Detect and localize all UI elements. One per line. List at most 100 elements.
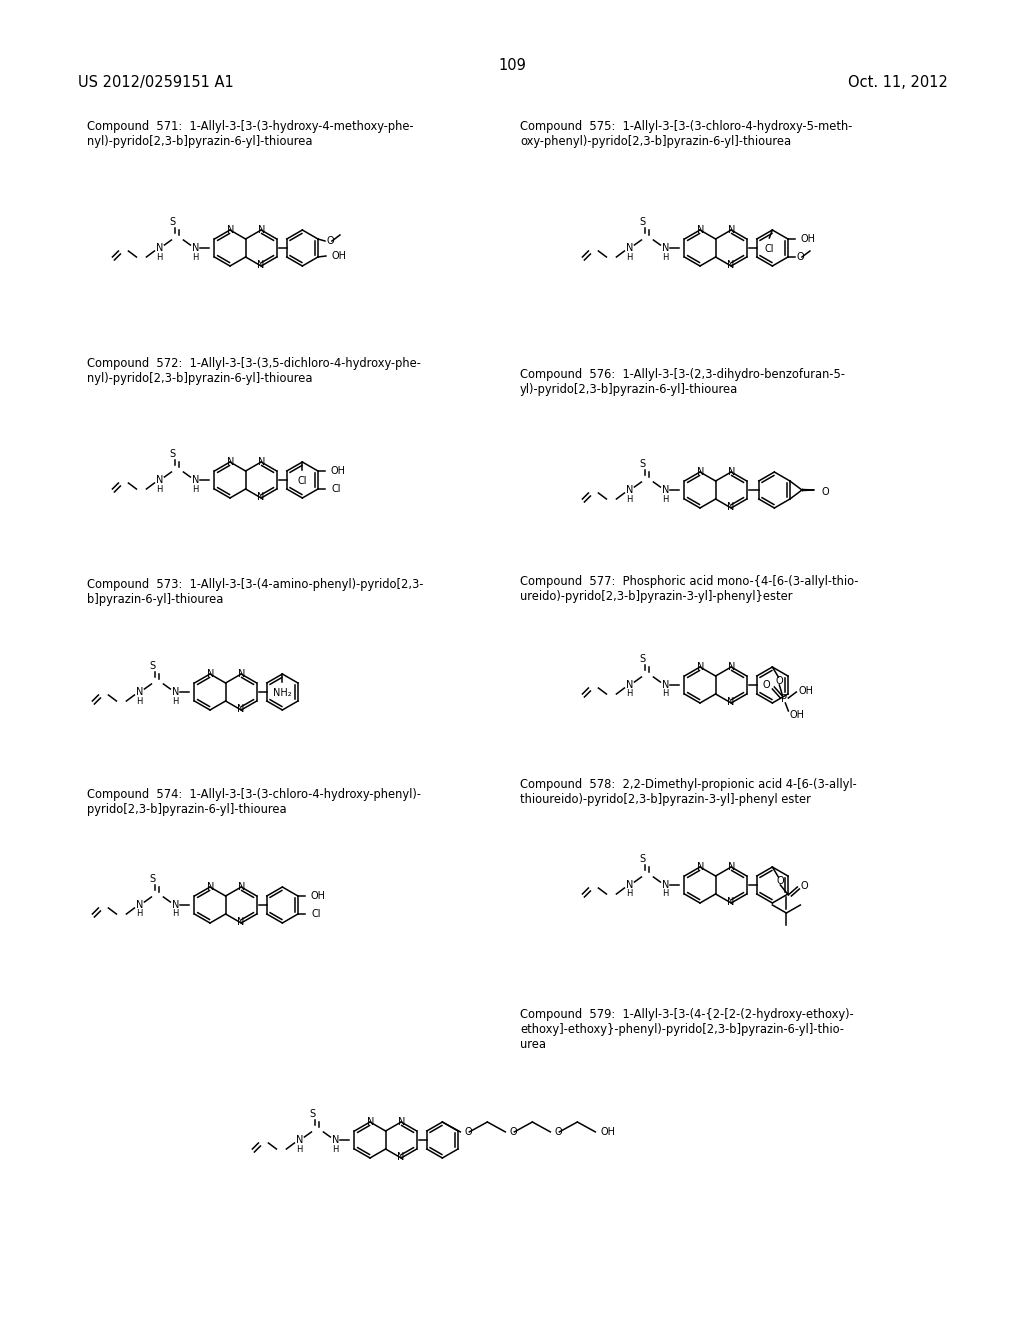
Text: OH: OH [799, 686, 813, 696]
Text: H: H [663, 252, 669, 261]
Text: Compound  573:  1-Allyl-3-[3-(4-amino-phenyl)-pyrido[2,3-
b]pyrazin-6-yl]-thiour: Compound 573: 1-Allyl-3-[3-(4-amino-phen… [87, 578, 424, 606]
Text: N: N [191, 243, 199, 253]
Text: N: N [626, 880, 633, 890]
Text: O: O [327, 236, 335, 246]
Text: S: S [639, 459, 645, 469]
Text: N: N [728, 224, 736, 235]
Text: N: N [172, 900, 179, 909]
Text: H: H [296, 1144, 303, 1154]
Text: OH: OH [600, 1127, 615, 1137]
Text: H: H [627, 689, 633, 698]
Text: H: H [157, 252, 163, 261]
Text: H: H [332, 1144, 339, 1154]
Text: N: N [156, 475, 163, 484]
Text: N: N [258, 457, 266, 467]
Text: H: H [193, 484, 199, 494]
Text: N: N [697, 224, 705, 235]
Text: OH: OH [801, 234, 816, 244]
Text: OH: OH [790, 710, 805, 719]
Text: N: N [207, 882, 215, 892]
Text: N: N [238, 704, 245, 714]
Text: N: N [227, 457, 234, 467]
Text: Compound  574:  1-Allyl-3-[3-(3-chloro-4-hydroxy-phenyl)-
pyrido[2,3-b]pyrazin-6: Compound 574: 1-Allyl-3-[3-(3-chloro-4-h… [87, 788, 421, 816]
Text: N: N [727, 502, 735, 512]
Text: OH: OH [332, 251, 347, 261]
Text: N: N [227, 224, 234, 235]
Text: H: H [663, 689, 669, 698]
Text: Compound  576:  1-Allyl-3-[3-(2,3-dihydro-benzofuran-5-
yl)-pyrido[2,3-b]pyrazin: Compound 576: 1-Allyl-3-[3-(2,3-dihydro-… [520, 368, 845, 396]
Text: N: N [727, 898, 735, 907]
Text: NH₂: NH₂ [273, 688, 292, 698]
Text: O: O [464, 1127, 472, 1137]
Text: O: O [821, 487, 829, 498]
Text: N: N [398, 1117, 406, 1127]
Text: OH: OH [331, 466, 346, 477]
Text: N: N [296, 1135, 303, 1144]
Text: N: N [207, 669, 215, 678]
Text: Cl: Cl [298, 477, 307, 486]
Text: N: N [728, 862, 736, 873]
Text: Cl: Cl [765, 244, 774, 253]
Text: N: N [697, 467, 705, 477]
Text: Oct. 11, 2012: Oct. 11, 2012 [848, 75, 948, 90]
Text: O: O [775, 676, 783, 686]
Text: S: S [150, 874, 156, 884]
Text: H: H [663, 495, 669, 503]
Text: Cl: Cl [332, 484, 341, 494]
Text: N: N [238, 917, 245, 927]
Text: N: N [697, 862, 705, 873]
Text: N: N [239, 882, 246, 892]
Text: 109: 109 [498, 58, 526, 73]
Text: Compound  577:  Phosphoric acid mono-{4-[6-(3-allyl-thio-
ureido)-pyrido[2,3-b]p: Compound 577: Phosphoric acid mono-{4-[6… [520, 576, 858, 603]
Text: N: N [662, 484, 669, 495]
Text: N: N [239, 669, 246, 678]
Text: N: N [626, 484, 633, 495]
Text: H: H [136, 697, 142, 705]
Text: P: P [781, 694, 787, 704]
Text: H: H [157, 484, 163, 494]
Text: S: S [639, 216, 645, 227]
Text: O: O [554, 1127, 562, 1137]
Text: O: O [801, 880, 808, 891]
Text: H: H [172, 697, 178, 705]
Text: S: S [150, 661, 156, 671]
Text: OH: OH [311, 891, 326, 902]
Text: O: O [776, 876, 784, 886]
Text: N: N [257, 260, 265, 271]
Text: Cl: Cl [312, 909, 322, 919]
Text: N: N [257, 492, 265, 502]
Text: H: H [627, 495, 633, 503]
Text: N: N [191, 475, 199, 484]
Text: N: N [697, 663, 705, 672]
Text: N: N [727, 260, 735, 271]
Text: S: S [639, 854, 645, 865]
Text: N: N [626, 680, 633, 690]
Text: N: N [728, 663, 736, 672]
Text: O: O [763, 680, 770, 690]
Text: N: N [368, 1117, 375, 1127]
Text: N: N [662, 680, 669, 690]
Text: N: N [662, 880, 669, 890]
Text: Compound  571:  1-Allyl-3-[3-(3-hydroxy-4-methoxy-phe-
nyl)-pyrido[2,3-b]pyrazin: Compound 571: 1-Allyl-3-[3-(3-hydroxy-4-… [87, 120, 414, 148]
Text: H: H [663, 890, 669, 899]
Text: H: H [627, 252, 633, 261]
Text: Compound  572:  1-Allyl-3-[3-(3,5-dichloro-4-hydroxy-phe-
nyl)-pyrido[2,3-b]pyra: Compound 572: 1-Allyl-3-[3-(3,5-dichloro… [87, 356, 421, 385]
Text: US 2012/0259151 A1: US 2012/0259151 A1 [78, 75, 233, 90]
Text: N: N [727, 697, 735, 708]
Text: S: S [639, 653, 645, 664]
Text: O: O [509, 1127, 517, 1137]
Text: N: N [258, 224, 266, 235]
Text: N: N [172, 686, 179, 697]
Text: Compound  578:  2,2-Dimethyl-propionic acid 4-[6-(3-allyl-
thioureido)-pyrido[2,: Compound 578: 2,2-Dimethyl-propionic aci… [520, 777, 857, 807]
Text: N: N [156, 243, 163, 253]
Text: Compound  579:  1-Allyl-3-[3-(4-{2-[2-(2-hydroxy-ethoxy)-
ethoxy]-ethoxy}-phenyl: Compound 579: 1-Allyl-3-[3-(4-{2-[2-(2-h… [520, 1008, 854, 1051]
Text: H: H [193, 252, 199, 261]
Text: S: S [169, 216, 175, 227]
Text: S: S [169, 449, 175, 459]
Text: H: H [136, 909, 142, 919]
Text: S: S [309, 1109, 315, 1119]
Text: O: O [797, 252, 805, 261]
Text: N: N [626, 243, 633, 253]
Text: N: N [662, 243, 669, 253]
Text: N: N [136, 900, 143, 909]
